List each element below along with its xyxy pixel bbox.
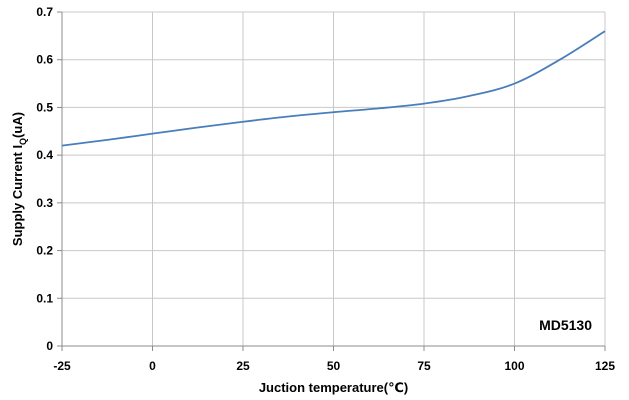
y-tick-label: 0.5	[36, 100, 53, 114]
series-layer	[61, 30, 606, 147]
tick-labels: 00.10.20.30.40.50.60.7-25 0 25 50 75 100 125	[36, 5, 615, 373]
y-tick-label: 0.3	[36, 196, 53, 210]
grid	[62, 11, 606, 346]
x-tick-label: 125	[595, 359, 615, 373]
y-tick-label: 0.4	[36, 148, 53, 162]
y-axis-title-unit: (uA)	[10, 112, 25, 138]
y-tick-label: 0.6	[36, 53, 53, 67]
x-tick-label: 0	[149, 359, 156, 373]
series-line-supply-current	[61, 30, 606, 147]
x-tick-label: 75	[417, 359, 431, 373]
axes	[57, 11, 606, 351]
y-tick-label: 0.1	[36, 291, 53, 305]
y-axis-title-main: Supply Current I	[10, 145, 25, 246]
x-tick-label: 100	[504, 359, 524, 373]
y-axis-title: Supply Current IQ(uA)	[10, 112, 28, 246]
x-tick-label: 25	[236, 359, 250, 373]
y-tick-label: 0.2	[36, 244, 53, 258]
y-tick-label: 0	[46, 339, 53, 353]
y-axis-title-subscript: Q	[18, 138, 28, 145]
chart-annotation: MD5130	[539, 317, 592, 333]
x-tick-label: -25	[53, 359, 71, 373]
y-tick-label: 0.7	[36, 5, 53, 19]
x-axis-title: Juction temperature(℃)	[259, 380, 408, 395]
x-tick-label: 50	[327, 359, 341, 373]
